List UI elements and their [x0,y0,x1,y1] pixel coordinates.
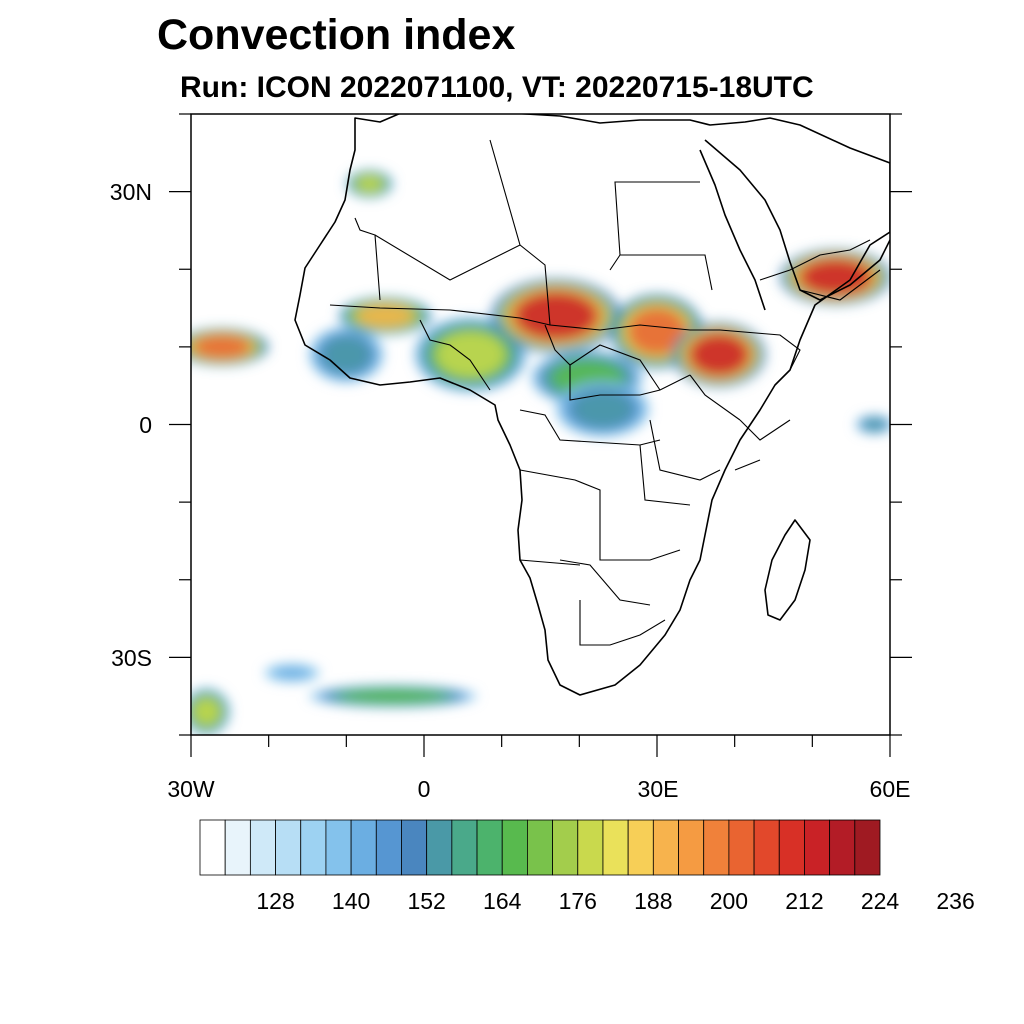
field-region-west-sahel [356,304,415,328]
field-region-congo-basin [573,391,632,427]
africa-coastline [294,114,890,696]
colorbar-label: 188 [634,888,673,914]
colorbar-label: 164 [483,888,522,914]
colorbar-box [778,819,805,876]
colorbar-box [728,819,755,876]
field-region-tropical-atlantic-band [192,335,252,359]
colorbar-box [703,819,730,876]
field-region-morocco [355,175,385,193]
colorbar-box [325,819,352,876]
colorbar-label: 176 [558,888,597,914]
field-region-indian-ocean-east [862,418,887,431]
field-region-chad-core [515,292,597,340]
colorbar-box [249,819,276,876]
x-tick-label-30w: 30W [167,776,215,802]
y-tick-label-30n: 30N [109,179,152,205]
field-region-nigeria [435,331,506,378]
y-tick-label-30s: 30S [111,645,152,671]
colorbar-box [577,819,604,876]
colorbar-box [275,819,302,876]
map-plot-area [191,114,890,735]
colorbar-label: 128 [256,888,295,914]
colorbar-box [375,819,402,876]
colorbar-label: 236 [936,888,975,914]
madagascar-coastline [764,519,811,621]
colorbar-box [451,819,478,876]
colorbar-box [804,819,831,876]
colorbar-box [652,819,679,876]
country-borders [329,139,881,646]
colorbar-label: 152 [407,888,446,914]
red-sea-coast [699,149,766,311]
chart-subtitle: Run: ICON 2022071100, VT: 20220715-18UTC [180,71,814,104]
axis-ticks [169,113,912,757]
field-region-mid-atlantic-streak [274,667,310,679]
colorbar-box [199,819,226,876]
colorbar-box [426,819,453,876]
colorbar-box [627,819,654,876]
colorbar-box [527,819,553,876]
field-region-southwest-corner [191,697,222,727]
field-region-arabian-peninsula [800,259,871,295]
field-region-guinea-coast [323,337,370,373]
colorbar-box [501,819,528,876]
colorbar-box [854,819,881,876]
colorbar-box [300,819,327,876]
colorbar-box [552,819,579,876]
colorbar-label: 212 [785,888,824,914]
x-tick-label-60e: 60E [869,776,911,802]
x-tick-label-30e: 30E [637,776,679,802]
y-tick-label-0: 0 [139,412,152,438]
field-region-south-atlantic-front [340,689,446,704]
colorbar-box [678,819,705,876]
colorbar-label: 224 [860,888,900,914]
colorbar-label: 140 [331,888,371,914]
chart-title: Convection index [157,11,516,59]
colorbar-box [401,819,428,876]
colorbar-label: 200 [709,888,749,914]
colorbar [199,819,881,876]
field-region-ethiopian-highlands [690,334,749,376]
x-tick-label-0: 0 [417,776,431,802]
colorbar-box [224,819,251,876]
colorbar-box [476,819,503,876]
field-region-south-sudan [627,308,687,355]
colorbar-box [602,819,629,876]
colorbar-box [753,819,780,876]
arabia-coastline [704,139,890,301]
colorbar-box [829,819,856,876]
colorbar-box [350,819,377,876]
